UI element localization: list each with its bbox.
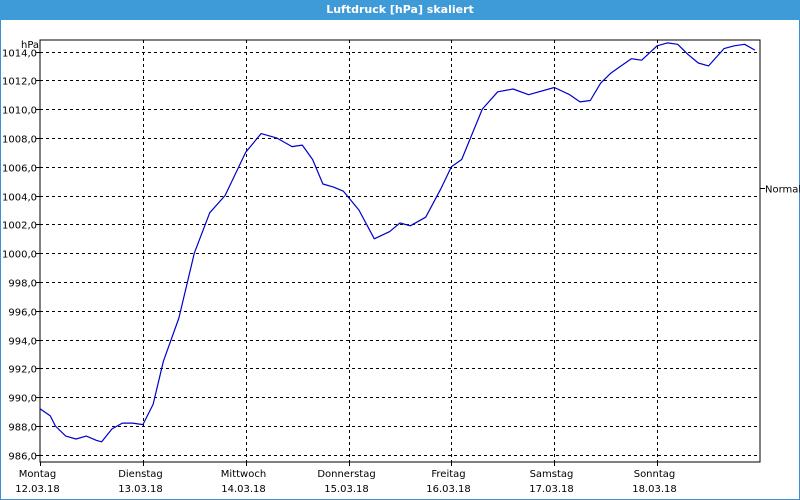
y-axis-label: hPa	[21, 40, 39, 51]
x-tick-label-day: Donnerstag	[317, 469, 375, 480]
y-tick-label: 1010,0	[2, 106, 37, 117]
chart-title: Luftdruck [hPa] skaliert	[0, 0, 800, 20]
series-line	[39, 42, 756, 443]
y-tick-label: 988,0	[8, 423, 37, 434]
x-tick-label-day: Samstag	[530, 469, 574, 480]
y-tick-label: 994,0	[8, 337, 37, 348]
x-tick-label-date: 13.03.18	[118, 484, 163, 495]
plot-border	[39, 39, 761, 463]
y-tick-label: 1012,0	[2, 77, 37, 88]
x-tick-label-date: 17.03.18	[529, 484, 574, 495]
y-tick-label: 998,0	[8, 279, 37, 290]
x-tick-label-day: Montag	[19, 469, 56, 480]
y-tick-label: 992,0	[8, 365, 37, 376]
reference-label: Normal	[765, 185, 800, 196]
x-tick-label-day: Dienstag	[118, 469, 163, 480]
y-tick-label: 1000,0	[2, 250, 37, 261]
y-tick-label: 990,0	[8, 394, 37, 405]
y-tick-label: 996,0	[8, 308, 37, 319]
x-tick-label-day: Mittwoch	[221, 469, 266, 480]
x-tick-label-date: 12.03.18	[15, 484, 60, 495]
y-tick-label: 1004,0	[2, 193, 37, 204]
x-tick-label-date: 14.03.18	[221, 484, 266, 495]
x-tick-label-date: 16.03.18	[426, 484, 471, 495]
x-tick-label-day: Freitag	[431, 469, 465, 480]
x-tick-label-date: 18.03.18	[632, 484, 677, 495]
y-tick-label: 1006,0	[2, 164, 37, 175]
y-tick-label: 1014,0	[2, 49, 37, 60]
y-tick-label: 986,0	[8, 452, 37, 463]
x-tick-label-day: Sonntag	[634, 469, 676, 480]
y-tick-label: 1008,0	[2, 135, 37, 146]
y-tick-label: 1002,0	[2, 221, 37, 232]
x-tick-label-date: 15.03.18	[324, 484, 369, 495]
